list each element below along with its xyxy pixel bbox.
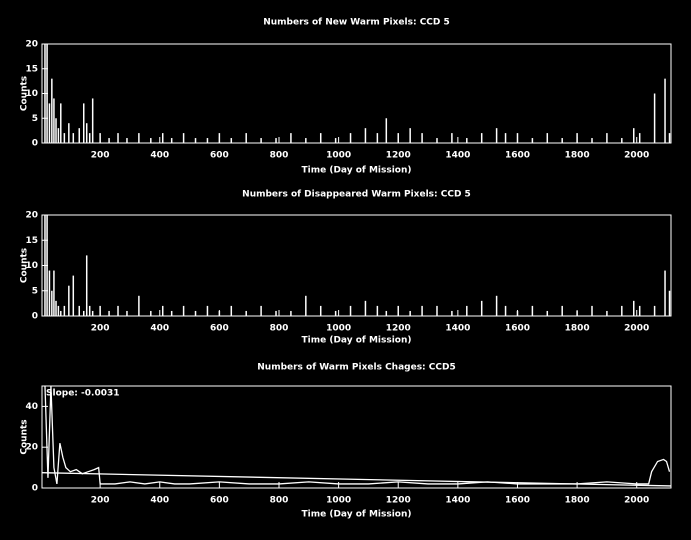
y-tick-label: 5 — [32, 286, 38, 296]
y-tick-label: 40 — [25, 402, 38, 412]
x-tick-label: 1200 — [386, 324, 411, 334]
plot-frame — [41, 214, 672, 317]
data-line — [44, 385, 671, 485]
chart-title: Numbers of Disappeared Warm Pixels: CCD … — [242, 190, 471, 200]
y-tick-label: 0 — [32, 484, 38, 494]
x-tick-label: 400 — [150, 324, 169, 334]
x-tick-label: 1400 — [445, 496, 470, 506]
x-axis-label: Time (Day of Mission) — [302, 166, 412, 176]
plot-frame — [41, 385, 672, 489]
x-tick-label: 800 — [270, 324, 289, 334]
x-tick-label: 600 — [210, 151, 229, 161]
x-tick-label: 2000 — [624, 151, 649, 161]
x-tick-label: 1400 — [445, 324, 470, 334]
x-tick-label: 1200 — [386, 496, 411, 506]
y-tick-label: 20 — [25, 211, 38, 221]
data-line — [41, 472, 672, 487]
y-tick-label: 5 — [32, 114, 38, 124]
y-axis-label: Counts — [20, 248, 30, 283]
x-tick-label: 2000 — [624, 324, 649, 334]
x-tick-label: 800 — [270, 151, 289, 161]
x-tick-label: 1800 — [565, 324, 590, 334]
x-tick-label: 400 — [150, 151, 169, 161]
x-tick-label: 600 — [210, 324, 229, 334]
x-tick-label: 1400 — [445, 151, 470, 161]
x-tick-label: 1800 — [565, 496, 590, 506]
x-tick-label: 1600 — [505, 324, 530, 334]
plot-frame — [41, 43, 672, 144]
y-tick-label: 20 — [25, 40, 38, 50]
y-axis-label: Counts — [20, 76, 30, 111]
x-tick-label: 200 — [91, 324, 110, 334]
chart-title: Numbers of Warm Pixels Chages: CCD5 — [257, 363, 455, 373]
y-tick-label: 20 — [25, 443, 38, 453]
chart-title: Numbers of New Warm Pixels: CCD 5 — [263, 18, 450, 28]
x-tick-label: 800 — [270, 496, 289, 506]
x-axis-label: Time (Day of Mission) — [302, 510, 412, 520]
y-tick-label: 0 — [32, 139, 38, 149]
x-axis-label: Time (Day of Mission) — [302, 336, 412, 346]
x-tick-label: 600 — [210, 496, 229, 506]
x-tick-label: 1600 — [505, 496, 530, 506]
y-tick-label: 10 — [25, 261, 38, 271]
x-tick-label: 2000 — [624, 496, 649, 506]
x-tick-label: 1000 — [326, 324, 351, 334]
x-tick-label: 400 — [150, 496, 169, 506]
y-tick-label: 15 — [25, 236, 38, 246]
annotation: Slope: -0.0031 — [46, 389, 120, 399]
y-tick-label: 10 — [25, 89, 38, 99]
x-tick-label: 1000 — [326, 151, 351, 161]
y-axis-label: Counts — [20, 419, 30, 454]
x-tick-label: 1600 — [505, 151, 530, 161]
y-tick-label: 0 — [32, 312, 38, 322]
x-tick-label: 1800 — [565, 151, 590, 161]
x-tick-label: 200 — [91, 496, 110, 506]
y-tick-label: 15 — [25, 64, 38, 74]
x-tick-label: 1000 — [326, 496, 351, 506]
x-tick-label: 1200 — [386, 151, 411, 161]
x-tick-label: 200 — [91, 151, 110, 161]
